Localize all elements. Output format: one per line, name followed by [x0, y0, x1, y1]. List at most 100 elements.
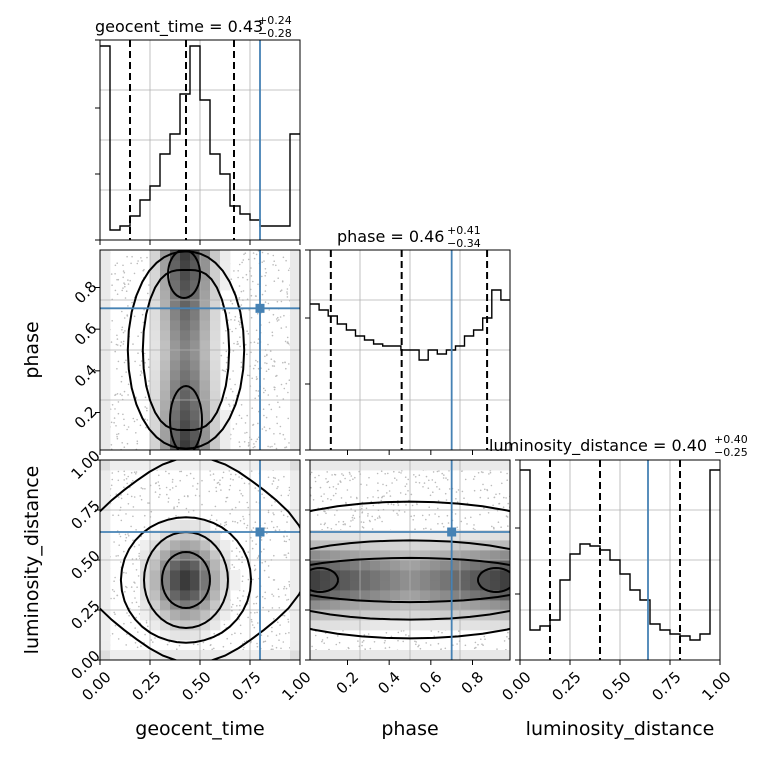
density-cell: [180, 590, 191, 601]
sample-point: [273, 260, 276, 263]
sample-point: [116, 338, 119, 340]
sample-point: [256, 378, 258, 380]
density-cell: [160, 550, 171, 561]
sample-point: [418, 482, 421, 484]
y-tick-label: 1.00: [67, 447, 103, 483]
density-cell: [180, 270, 191, 281]
density-cell: [490, 560, 501, 571]
sample-point: [428, 514, 431, 516]
density-cell: [400, 610, 411, 621]
density-cell: [420, 570, 431, 581]
sample-point: [231, 564, 234, 566]
sample-point: [253, 443, 255, 445]
sample-point: [237, 276, 239, 279]
sample-point: [360, 483, 362, 486]
density-cell: [150, 620, 161, 631]
sample-point: [390, 503, 393, 505]
sample-point: [229, 478, 232, 480]
density-cell: [100, 440, 111, 450]
sample-point: [210, 514, 213, 517]
density-cell: [180, 530, 191, 541]
density-cell: [310, 580, 321, 591]
density-cell: [150, 610, 161, 621]
sample-point: [245, 540, 247, 542]
sample-point: [117, 479, 120, 482]
sample-point: [124, 533, 127, 536]
sample-point: [247, 442, 250, 444]
density-cell: [210, 270, 221, 281]
sample-point: [288, 486, 291, 489]
density-cell: [330, 590, 341, 601]
density-cell: [370, 460, 381, 471]
density-cell: [100, 490, 111, 501]
density-cell: [200, 430, 211, 441]
density-cell: [470, 530, 481, 541]
sample-point: [123, 418, 125, 421]
density-cell: [100, 390, 111, 401]
sample-point: [488, 473, 490, 475]
density-cell: [490, 580, 501, 591]
sample-point: [133, 471, 136, 474]
sample-point: [238, 414, 241, 417]
density-cell: [200, 600, 211, 611]
density-cell: [420, 460, 431, 471]
sample-point: [245, 527, 248, 529]
sample-point: [119, 506, 122, 509]
sample-point: [326, 526, 329, 529]
sample-point: [127, 535, 130, 537]
sample-point: [391, 482, 393, 484]
density-cell: [360, 570, 371, 581]
density-cell: [100, 310, 111, 321]
sample-point: [117, 412, 120, 415]
density-cell: [190, 420, 201, 431]
density-cell: [160, 410, 171, 421]
sample-point: [127, 283, 130, 285]
sample-point: [277, 316, 279, 319]
sample-point: [138, 552, 140, 555]
sample-point: [454, 513, 457, 515]
sample-point: [125, 572, 127, 574]
sample-point: [247, 374, 249, 377]
density-cell: [480, 650, 491, 660]
sample-point: [282, 641, 285, 643]
sample-point: [282, 256, 285, 259]
sample-point: [127, 279, 129, 281]
density-cell: [430, 600, 441, 611]
sample-point: [261, 275, 263, 278]
sample-point: [284, 340, 287, 343]
density-cell: [140, 600, 151, 611]
sample-point: [240, 366, 243, 368]
title-geocent-time: geocent_time = 0.43: [95, 17, 263, 37]
sample-point: [405, 483, 408, 485]
density-cell: [140, 540, 151, 551]
sample-point: [387, 503, 390, 505]
sample-point: [246, 330, 248, 333]
sample-point: [235, 547, 238, 549]
sample-point: [497, 521, 500, 523]
density-cell: [200, 350, 211, 361]
density-cell: [310, 620, 321, 631]
sample-point: [233, 342, 235, 345]
density-cell: [450, 610, 461, 621]
sample-point: [257, 342, 259, 345]
density-cell: [430, 590, 441, 601]
density-cell: [290, 270, 300, 281]
sample-point: [490, 484, 493, 487]
density-cell: [220, 540, 231, 551]
density-cell: [500, 570, 510, 581]
sample-point: [121, 394, 123, 397]
sample-point: [448, 488, 451, 490]
sample-point: [362, 527, 365, 529]
sample-point: [136, 586, 138, 588]
sample-point: [264, 560, 267, 563]
sample-point: [242, 276, 244, 279]
sample-point: [264, 362, 266, 364]
sample-point: [330, 498, 332, 501]
sample-point: [132, 515, 134, 518]
density-cell: [150, 460, 161, 471]
density-cell: [140, 650, 151, 660]
sample-point: [143, 268, 145, 271]
density-cell: [170, 630, 181, 641]
density-cell: [190, 570, 201, 581]
sample-point: [263, 260, 265, 262]
